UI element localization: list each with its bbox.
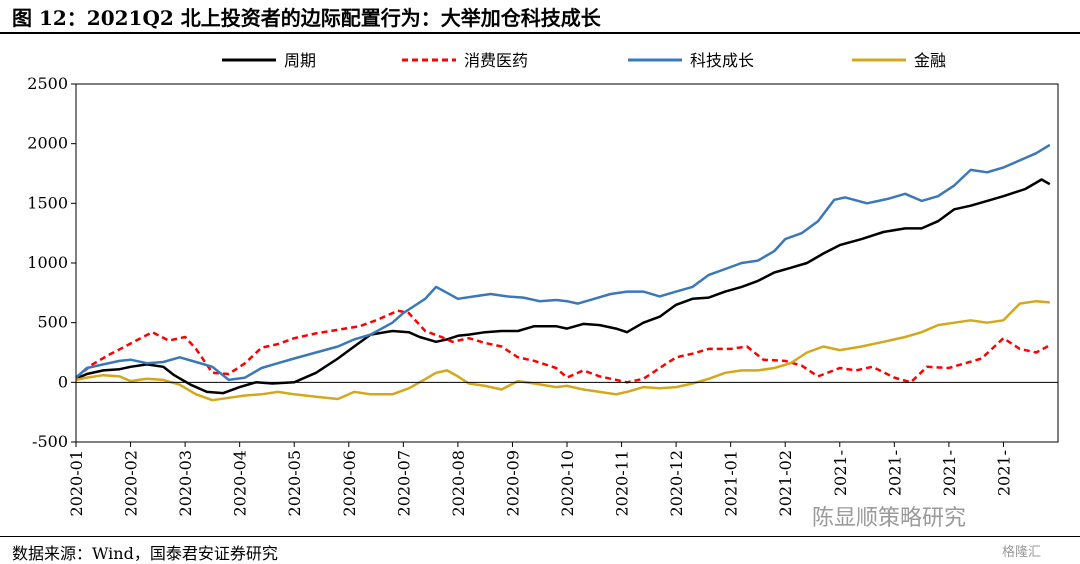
x-tick-label: 2020-06 bbox=[340, 450, 359, 516]
x-tick-label: 2020-07 bbox=[394, 450, 413, 516]
series-line-1 bbox=[75, 309, 1051, 384]
x-tick-label: 2020-01 bbox=[67, 450, 86, 516]
series-line-3 bbox=[75, 299, 1050, 402]
y-tick-label: 1000 bbox=[27, 253, 68, 272]
series-line-2 bbox=[75, 143, 1051, 382]
line-chart: 周期 消费医药 科技成长 金融 25002000150010005000-500202… bbox=[27, 51, 1059, 516]
chart-legend: 周期 消费医药 科技成长 金融 bbox=[222, 51, 946, 70]
plot-frame bbox=[75, 83, 1059, 443]
x-tick-label: 2021- bbox=[994, 450, 1013, 496]
y-tick-label: 2000 bbox=[27, 134, 68, 153]
x-tick-label: 2020-03 bbox=[176, 450, 195, 516]
source-note: 数据来源：Wind，国泰君安证券研究 bbox=[12, 544, 278, 563]
watermark: 陈显顺策略研究 bbox=[812, 506, 967, 531]
legend-label-2: 科技成长 bbox=[690, 51, 754, 70]
x-tick-label: 2020-05 bbox=[285, 450, 304, 516]
x-tick-label: 2020-10 bbox=[558, 450, 577, 516]
series-line-0 bbox=[75, 178, 1051, 395]
y-tick-label: -500 bbox=[32, 432, 68, 451]
x-tick-label: 2021-02 bbox=[776, 450, 795, 516]
x-tick-label: 2020-09 bbox=[503, 450, 522, 516]
x-tick-label: 2020-11 bbox=[613, 450, 632, 516]
page-title: 图 12：2021Q2 北上投资者的边际配置行为：大举加仓科技成长 bbox=[12, 6, 601, 30]
plot-area bbox=[75, 143, 1051, 402]
x-tick-label: 2021- bbox=[940, 450, 959, 496]
x-tick-label: 2020-08 bbox=[449, 450, 468, 516]
y-tick-label: 1500 bbox=[27, 193, 68, 212]
logo: 格隆汇 bbox=[1002, 545, 1042, 560]
legend-label-3: 金融 bbox=[914, 51, 946, 70]
x-tick-label: 2020-02 bbox=[122, 450, 141, 516]
legend-label-1: 消费医药 bbox=[464, 51, 528, 70]
x-tick-label: 2020-04 bbox=[231, 450, 250, 516]
y-tick-label: 2500 bbox=[27, 74, 68, 93]
y-tick-label: 500 bbox=[37, 313, 68, 332]
x-tick-label: 2020-12 bbox=[667, 450, 686, 516]
y-tick-label: 0 bbox=[58, 372, 68, 391]
legend-label-0: 周期 bbox=[284, 51, 316, 70]
title-rule bbox=[0, 32, 1080, 34]
footer-rule bbox=[0, 536, 1080, 537]
x-tick-label: 2021-01 bbox=[722, 450, 741, 516]
x-tick-label: 2021- bbox=[885, 450, 904, 496]
x-tick-label: 2021- bbox=[831, 450, 850, 496]
